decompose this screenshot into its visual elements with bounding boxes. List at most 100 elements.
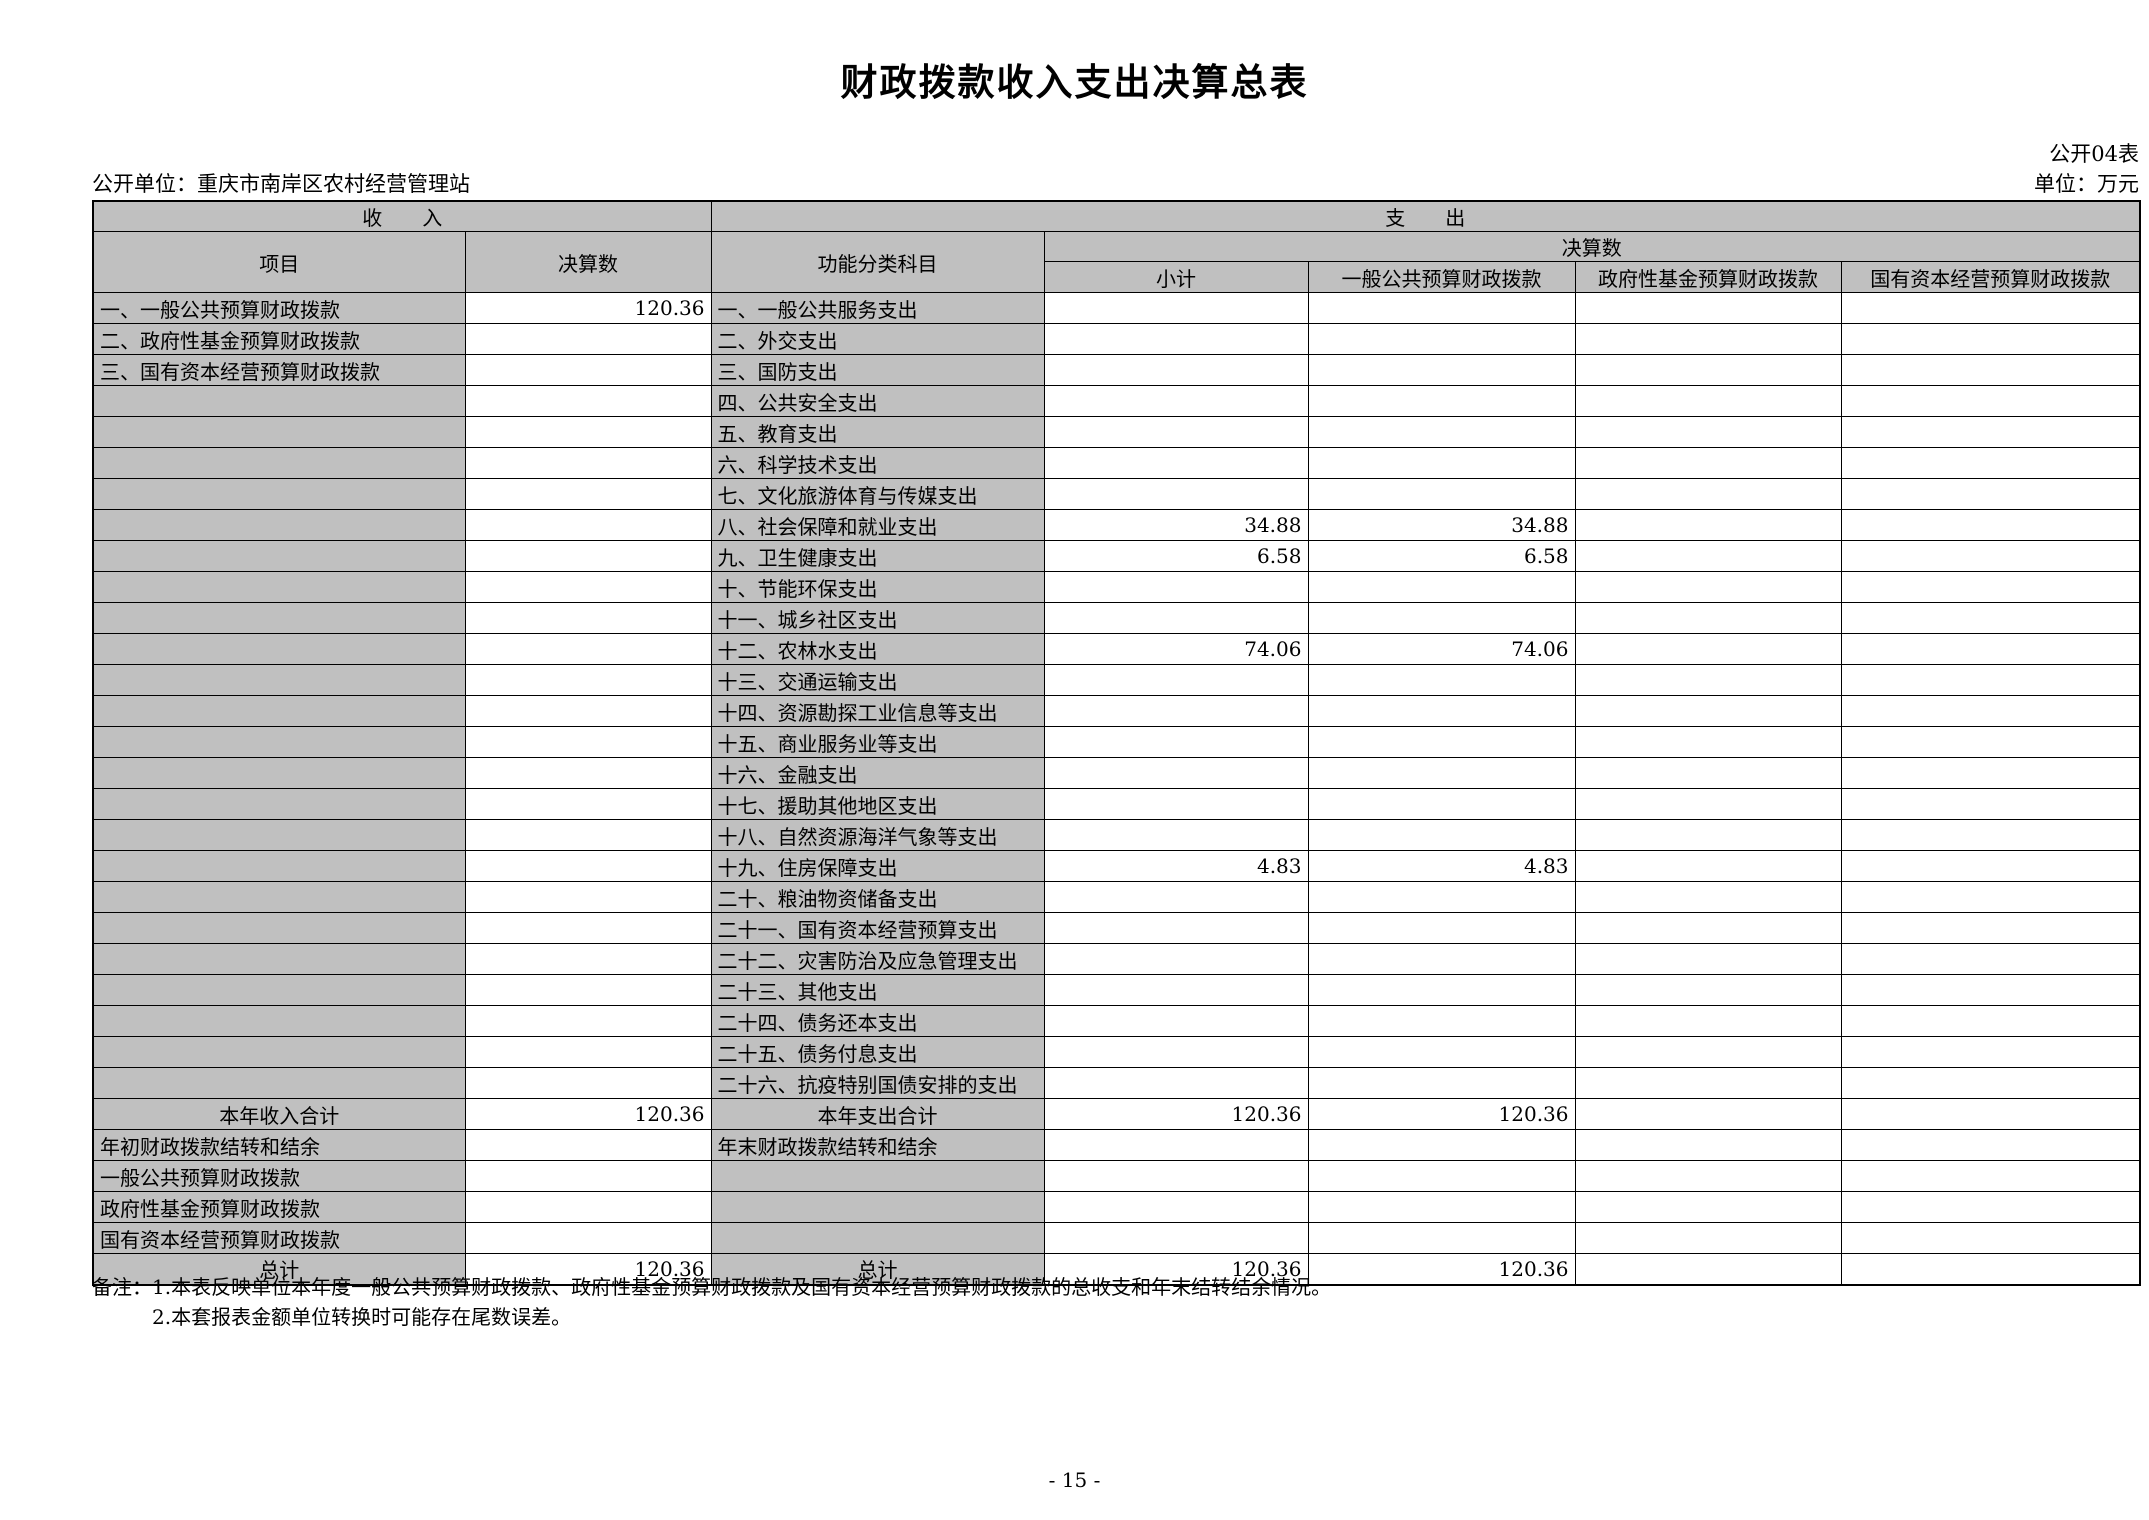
expense-item-cell: 十一、城乡社区支出 <box>710 602 1045 634</box>
income-amount-cell <box>464 943 712 975</box>
income-item-cell <box>92 509 466 541</box>
income-item-cell <box>92 571 466 603</box>
expense-statecap-cell <box>1840 757 2141 789</box>
expense-item-cell: 二十、粮油物资储备支出 <box>710 881 1045 913</box>
income-amount-cell: 120.36 <box>464 292 712 324</box>
expense-item-cell: 二十五、债务付息支出 <box>710 1036 1045 1068</box>
expense-item-cell: 十二、农林水支出 <box>710 633 1045 665</box>
income-item-cell <box>92 478 466 510</box>
form-number: 公开04表 <box>2049 142 2139 166</box>
unit-note: 单位：万元 <box>2034 172 2139 196</box>
expense-govfund-cell <box>1574 354 1842 386</box>
expense-govfund-cell <box>1574 788 1842 820</box>
income-amount-cell <box>464 1067 712 1099</box>
expense-statecap-cell <box>1840 664 2141 696</box>
expense-subtotal-cell <box>1043 602 1309 634</box>
expense-subtotal-cell: 74.06 <box>1043 633 1309 665</box>
table-row: 二十四、债务还本支出 <box>92 1005 2141 1037</box>
income-amount-cell <box>464 509 712 541</box>
col-header-expense-amount-group: 决算数 <box>1043 231 2141 262</box>
table-row: 十五、商业服务业等支出 <box>92 726 2141 758</box>
col-header-general-budget: 一般公共预算财政拨款 <box>1307 261 1576 293</box>
income-amount-cell <box>464 695 712 727</box>
expense-govfund-cell <box>1574 447 1842 479</box>
income-item-cell <box>92 881 466 913</box>
table-row: 二十五、债务付息支出 <box>92 1036 2141 1068</box>
page-number: - 15 - <box>1048 1468 1101 1492</box>
expense-govfund-cell <box>1574 664 1842 696</box>
expense-subtotal-cell <box>1043 695 1309 727</box>
note-line: 2.本套报表金额单位转换时可能存在尾数误差。 <box>152 1305 572 1329</box>
expense-govfund-cell <box>1574 1067 1842 1099</box>
expense-general-cell <box>1307 695 1576 727</box>
expense-statecap-cell <box>1840 1191 2141 1223</box>
expense-item-cell: 二十六、抗疫特别国债安排的支出 <box>710 1067 1045 1099</box>
expense-statecap-cell <box>1840 1253 2141 1285</box>
income-amount-cell <box>464 850 712 882</box>
expense-subtotal-cell <box>1043 819 1309 851</box>
expense-subtotal-cell <box>1043 1222 1309 1254</box>
income-item-cell <box>92 633 466 665</box>
expense-item-cell: 五、教育支出 <box>710 416 1045 448</box>
table-row: 二十、粮油物资储备支出 <box>92 881 2141 913</box>
table-row: 十六、金融支出 <box>92 757 2141 789</box>
expense-govfund-cell <box>1574 974 1842 1006</box>
expense-general-cell <box>1307 416 1576 448</box>
publisher-name: 重庆市南岸区农村经营管理站 <box>197 172 470 196</box>
table-row: 十一、城乡社区支出 <box>92 602 2141 634</box>
expense-subtotal-cell <box>1043 757 1309 789</box>
income-amount-cell <box>464 385 712 417</box>
expense-general-cell <box>1307 881 1576 913</box>
income-item-cell <box>92 1067 466 1099</box>
publisher-line: 公开单位：重庆市南岸区农村经营管理站 <box>92 168 470 198</box>
expense-item-cell: 十八、自然资源海洋气象等支出 <box>710 819 1045 851</box>
expense-subtotal-cell <box>1043 571 1309 603</box>
income-item-cell <box>92 974 466 1006</box>
income-item-cell <box>92 1005 466 1037</box>
expense-govfund-cell <box>1574 819 1842 851</box>
expense-item-cell <box>710 1191 1045 1223</box>
income-item-cell <box>92 447 466 479</box>
expense-govfund-cell <box>1574 850 1842 882</box>
expense-general-cell <box>1307 912 1576 944</box>
expense-statecap-cell <box>1840 323 2141 355</box>
income-item-cell <box>92 695 466 727</box>
expense-general-cell <box>1307 974 1576 1006</box>
expense-govfund-cell <box>1574 1098 1842 1130</box>
table-row: 国有资本经营预算财政拨款 <box>92 1222 2141 1254</box>
expense-general-cell <box>1307 819 1576 851</box>
expense-subtotal-cell <box>1043 943 1309 975</box>
expense-item-cell: 十、节能环保支出 <box>710 571 1045 603</box>
income-item-cell <box>92 416 466 448</box>
table-row: 十八、自然资源海洋气象等支出 <box>92 819 2141 851</box>
expense-item-cell: 十九、住房保障支出 <box>710 850 1045 882</box>
expense-subtotal-cell <box>1043 385 1309 417</box>
expense-subtotal-cell: 120.36 <box>1043 1253 1309 1285</box>
expense-govfund-cell <box>1574 385 1842 417</box>
col-header-subtotal: 小计 <box>1043 261 1309 293</box>
table-row: 总计 120.36 总计 120.36 120.36 <box>92 1253 2141 1285</box>
income-section-header: 收 入 <box>92 200 712 232</box>
table-row: 十九、住房保障支出 4.83 4.83 <box>92 850 2141 882</box>
expense-general-cell <box>1307 757 1576 789</box>
expense-item-cell: 二十一、国有资本经营预算支出 <box>710 912 1045 944</box>
expense-subtotal-cell: 34.88 <box>1043 509 1309 541</box>
expense-general-cell <box>1307 354 1576 386</box>
expense-statecap-cell <box>1840 385 2141 417</box>
expense-govfund-cell <box>1574 943 1842 975</box>
expense-subtotal-cell <box>1043 1067 1309 1099</box>
expense-item-cell: 二十四、债务还本支出 <box>710 1005 1045 1037</box>
expense-subtotal-cell <box>1043 447 1309 479</box>
income-item-cell <box>92 664 466 696</box>
expense-statecap-cell <box>1840 881 2141 913</box>
table-row: 十、节能环保支出 <box>92 571 2141 603</box>
publisher-label: 公开单位： <box>92 172 197 196</box>
expense-item-cell: 八、社会保障和就业支出 <box>710 509 1045 541</box>
table-row: 四、公共安全支出 <box>92 385 2141 417</box>
expense-statecap-cell <box>1840 1036 2141 1068</box>
expense-govfund-cell <box>1574 1129 1842 1161</box>
income-item-cell: 国有资本经营预算财政拨款 <box>92 1222 466 1254</box>
income-amount-cell <box>464 1129 712 1161</box>
expense-item-cell: 本年支出合计 <box>710 1098 1045 1130</box>
